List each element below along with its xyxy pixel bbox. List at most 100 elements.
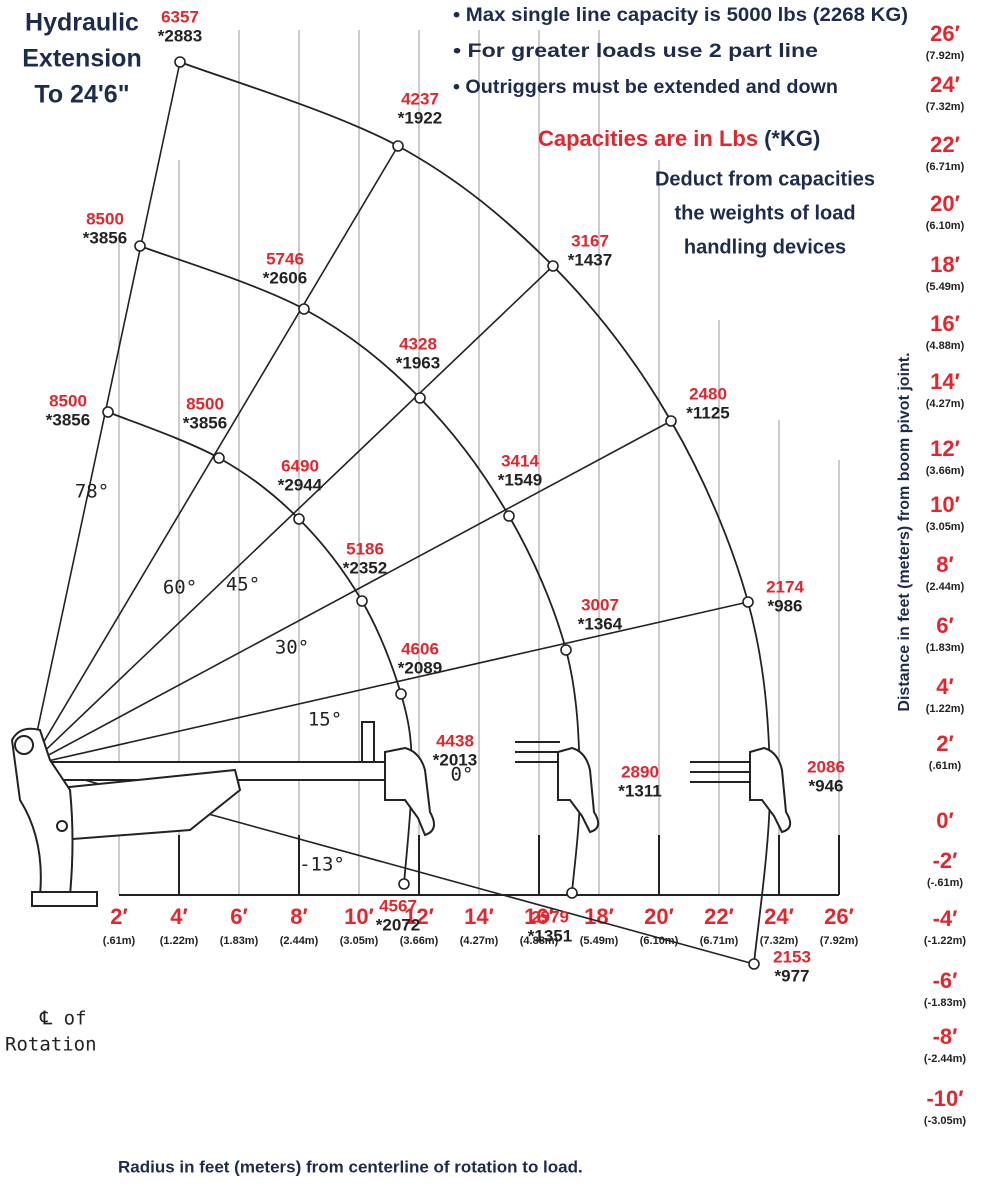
angle-label: 0° <box>451 764 474 786</box>
angle-label: 45° <box>226 574 260 596</box>
capacity-lbs: 2979 <box>531 907 569 926</box>
load-point <box>135 241 145 251</box>
capacity-note: Capacities are in Lbs(*KG) <box>538 126 820 151</box>
capacity-kg: *1311 <box>618 781 662 800</box>
note: • For greater loads use 2 part line <box>453 41 818 62</box>
capacity-lbs: 4438 <box>436 731 474 750</box>
load-point <box>399 879 409 889</box>
angle-label: 60° <box>163 577 197 599</box>
deduct-line: handling devices <box>684 236 846 258</box>
y-meter-label: (5.49m) <box>926 281 965 293</box>
capacity-kg: *2089 <box>398 658 442 677</box>
x-feet-label: 22′ <box>704 904 734 929</box>
capacity-lbs: 2890 <box>621 762 659 781</box>
capacity-lbs: 2153 <box>773 947 811 966</box>
capacity-note-lbs: Capacities are in Lbs <box>538 126 758 151</box>
y-feet-label: -10′ <box>926 1086 963 1111</box>
x-feet-label: 8′ <box>290 904 308 929</box>
capacity-lbs: 2086 <box>807 757 845 776</box>
deduct-line: the weights of load <box>674 202 855 224</box>
load-point <box>214 453 224 463</box>
capacity-lbs: 6490 <box>281 456 319 475</box>
x-feet-label: 26′ <box>824 904 854 929</box>
title-line: To 24'6" <box>34 81 129 109</box>
title-line: Extension <box>22 45 141 73</box>
y-meter-label: (-3.05m) <box>924 1115 967 1127</box>
angle-ray <box>30 266 553 765</box>
capacity-kg: *946 <box>809 776 844 795</box>
y-feet-label: 0′ <box>936 808 954 833</box>
capacity-lbs: 2174 <box>766 577 804 596</box>
capacity-kg: *2072 <box>376 915 420 934</box>
y-feet-label: 26′ <box>930 21 960 46</box>
capacity-lbs: 4606 <box>401 639 439 658</box>
y-meter-label: (3.05m) <box>926 521 965 533</box>
x-meter-label: (7.92m) <box>820 935 859 947</box>
note: • Outriggers must be extended and down <box>453 77 838 98</box>
x-feet-label: 20′ <box>644 904 674 929</box>
load-point <box>504 511 514 521</box>
y-meter-label: (-1.83m) <box>924 997 967 1009</box>
load-point <box>294 514 304 524</box>
capacity-lbs: 6357 <box>161 7 199 26</box>
x-meter-label: (.61m) <box>103 935 136 947</box>
y-meter-label: (2.44m) <box>926 581 965 593</box>
y-feet-label: 22′ <box>930 132 960 157</box>
capacity-kg: *3856 <box>83 228 127 247</box>
y-feet-label: 4′ <box>936 674 954 699</box>
y-feet-label: 10′ <box>930 492 960 517</box>
capacity-lbs: 2480 <box>689 384 727 403</box>
load-point <box>299 304 309 314</box>
capacity-lbs: 5186 <box>346 539 384 558</box>
capacity-lbs: 4567 <box>379 896 417 915</box>
x-feet-label: 4′ <box>170 904 188 929</box>
x-meter-label: (3.66m) <box>400 935 439 947</box>
y-feet-label: -8′ <box>933 1024 958 1049</box>
y-meter-label: (6.10m) <box>926 220 965 232</box>
x-feet-label: 2′ <box>110 904 128 929</box>
title-line: Hydraulic <box>25 9 139 37</box>
x-meter-label: (7.32m) <box>760 935 799 947</box>
capacity-kg: *1125 <box>686 403 730 422</box>
angle-label: -13° <box>299 854 345 876</box>
note: • Max single line capacity is 5000 lbs (… <box>453 5 908 26</box>
capacity-kg: *2944 <box>278 475 323 494</box>
y-feet-label: 14′ <box>930 369 960 394</box>
capacity-lbs: 4328 <box>399 334 437 353</box>
load-point <box>666 416 676 426</box>
y-meter-label: (7.32m) <box>926 101 965 113</box>
capacity-kg: *977 <box>775 966 810 985</box>
y-meter-label: (4.27m) <box>926 398 965 410</box>
y-feet-label: 6′ <box>936 613 954 638</box>
angle-ray <box>30 602 748 765</box>
y-meter-label: (-.61m) <box>927 877 963 889</box>
deduct-line: Deduct from capacities <box>655 168 875 190</box>
load-point <box>396 689 406 699</box>
capacity-note-kg: (*KG) <box>764 126 820 151</box>
y-feet-label: 12′ <box>930 436 960 461</box>
capacity-kg: *3856 <box>46 410 90 429</box>
capacity-kg: *2352 <box>343 558 387 577</box>
y-meter-label: (1.83m) <box>926 642 965 654</box>
x-meter-label: (3.05m) <box>340 935 379 947</box>
load-chart: ℄ of Rotation 2′(.61m)4′(1.22m)6′(1.83m)… <box>0 0 988 1186</box>
load-point <box>175 57 185 67</box>
x-feet-label: 6′ <box>230 904 248 929</box>
capacity-kg: *1437 <box>568 250 612 269</box>
load-point <box>103 407 113 417</box>
load-point <box>561 645 571 655</box>
x-axis-title: Radius in feet (meters) from centerline … <box>118 1157 583 1176</box>
capacity-kg: *1922 <box>398 108 442 127</box>
capacity-lbs: 8500 <box>186 394 224 413</box>
y-meter-label: (.61m) <box>929 760 962 772</box>
load-point <box>415 393 425 403</box>
rotation-label: ℄ of <box>39 1008 87 1030</box>
capacity-lbs: 3414 <box>501 451 539 470</box>
load-point <box>357 596 367 606</box>
capacity-lbs: 8500 <box>86 209 124 228</box>
load-point <box>393 141 403 151</box>
x-feet-label: 14′ <box>464 904 494 929</box>
y-feet-label: 24′ <box>930 72 960 97</box>
y-feet-label: -6′ <box>933 968 958 993</box>
capacity-arc <box>180 62 770 964</box>
